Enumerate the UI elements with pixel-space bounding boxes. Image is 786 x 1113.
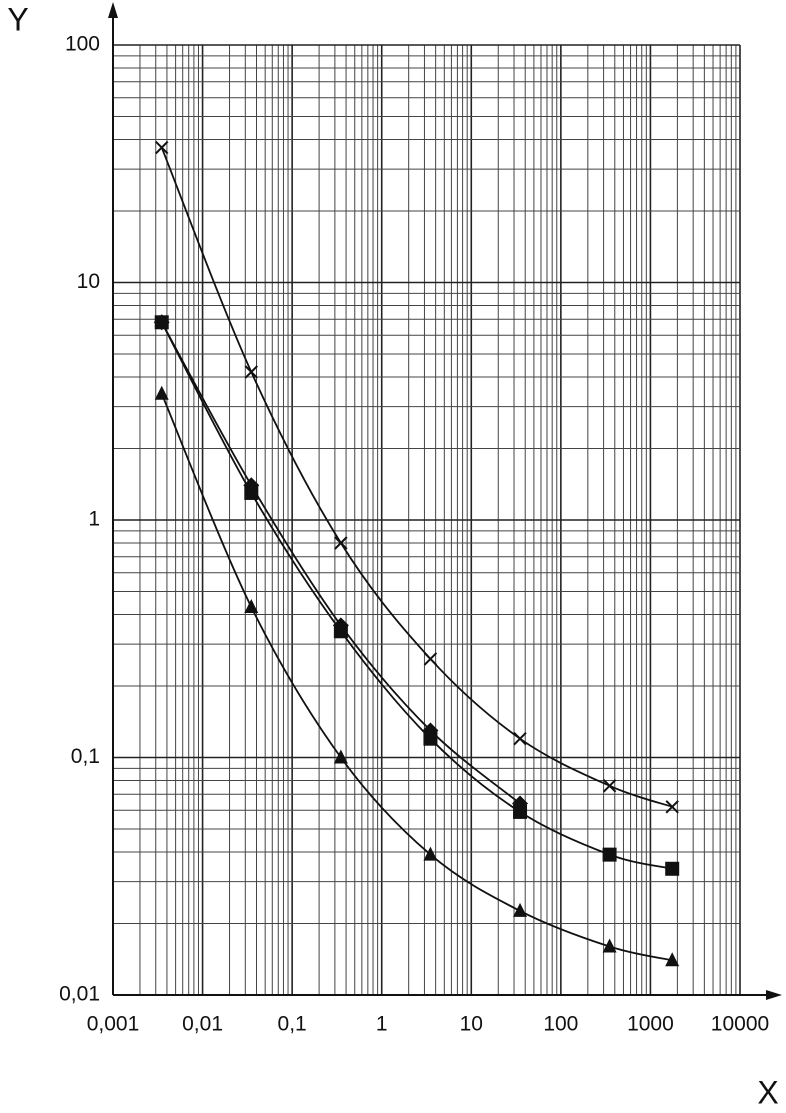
marker-diamond bbox=[243, 477, 260, 494]
y-axis-arrow bbox=[108, 2, 118, 18]
marker-x bbox=[423, 652, 438, 666]
x-tick-label: 10 bbox=[460, 1013, 483, 1036]
y-tick-label: 100 bbox=[65, 33, 100, 56]
x-axis-label: X bbox=[757, 1074, 778, 1110]
marker-x bbox=[155, 140, 169, 155]
marker-square bbox=[602, 847, 617, 862]
marker-x bbox=[602, 779, 617, 793]
series-line bbox=[160, 147, 673, 808]
marker-triangle bbox=[513, 902, 528, 917]
marker-triangle bbox=[244, 599, 259, 614]
marker-triangle bbox=[602, 938, 617, 953]
marker-square bbox=[513, 804, 528, 819]
marker-triangle bbox=[154, 385, 169, 400]
y-axis-label: Y bbox=[7, 1, 28, 37]
marker-triangle bbox=[665, 952, 680, 967]
marker-square bbox=[665, 861, 680, 876]
marker-diamond bbox=[153, 314, 170, 331]
series-line bbox=[160, 321, 521, 805]
marker-x bbox=[665, 800, 679, 814]
marker-triangle bbox=[333, 749, 348, 764]
x-tick-label: 1 bbox=[376, 1013, 388, 1036]
x-tick-label: 10000 bbox=[711, 1013, 769, 1036]
y-tick-label: 10 bbox=[77, 270, 100, 293]
marker-x bbox=[513, 731, 527, 746]
marker-diamond bbox=[512, 795, 529, 812]
x-tick-label: 0,01 bbox=[182, 1013, 223, 1036]
grid bbox=[112, 44, 741, 996]
x-tick-label: 0,1 bbox=[278, 1013, 307, 1036]
series-line bbox=[160, 321, 673, 870]
marker-diamond bbox=[422, 722, 439, 739]
x-tick-label: 100 bbox=[543, 1013, 578, 1036]
marker-triangle bbox=[423, 846, 438, 861]
marker-diamond bbox=[332, 617, 349, 634]
y-tick-label: 0,1 bbox=[71, 745, 100, 768]
x-tick-label: 1000 bbox=[627, 1013, 674, 1036]
x-axis-arrow bbox=[766, 990, 782, 1000]
marker-x bbox=[334, 536, 348, 550]
y-tick-label: 1 bbox=[88, 508, 100, 531]
series-lines bbox=[160, 147, 673, 962]
axes bbox=[108, 2, 782, 1000]
series-line bbox=[160, 393, 673, 962]
markers bbox=[153, 140, 680, 967]
marker-square bbox=[423, 731, 438, 746]
x-tick-label: 0,001 bbox=[87, 1013, 140, 1036]
y-tick-label: 0,01 bbox=[59, 983, 100, 1006]
marker-x bbox=[244, 365, 259, 379]
